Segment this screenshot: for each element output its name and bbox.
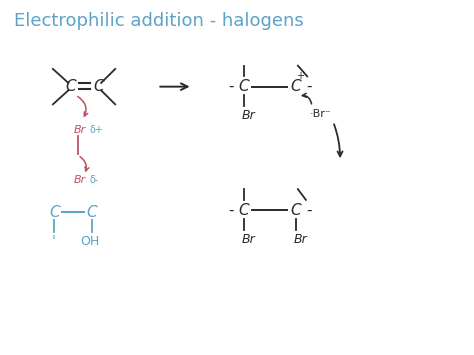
- Text: C: C: [65, 79, 76, 94]
- Text: δ-: δ-: [90, 175, 99, 185]
- Text: C: C: [86, 205, 97, 220]
- Text: -: -: [306, 203, 311, 218]
- Text: -: -: [228, 203, 234, 218]
- Text: C: C: [93, 79, 104, 94]
- FancyArrowPatch shape: [302, 93, 311, 104]
- FancyArrowPatch shape: [80, 157, 89, 171]
- Text: ·Br⁻: ·Br⁻: [310, 109, 331, 119]
- Text: C: C: [49, 205, 60, 220]
- Text: C: C: [239, 203, 249, 218]
- Text: Br: Br: [242, 233, 255, 246]
- Text: OH: OH: [80, 235, 99, 248]
- Text: Br: Br: [242, 109, 255, 122]
- Text: -: -: [306, 79, 311, 94]
- Text: -: -: [228, 79, 234, 94]
- Text: ': ': [52, 234, 55, 248]
- Text: Br: Br: [74, 125, 86, 135]
- FancyArrowPatch shape: [334, 124, 343, 157]
- Text: Electrophilic addition - halogens: Electrophilic addition - halogens: [15, 12, 304, 30]
- Text: Br: Br: [293, 233, 307, 246]
- Text: C: C: [290, 203, 301, 218]
- Text: δ+: δ+: [90, 125, 103, 135]
- Text: Br: Br: [74, 175, 86, 185]
- Text: C: C: [290, 79, 301, 94]
- Text: C: C: [239, 79, 249, 94]
- Text: +: +: [296, 71, 304, 81]
- FancyArrowPatch shape: [78, 97, 88, 116]
